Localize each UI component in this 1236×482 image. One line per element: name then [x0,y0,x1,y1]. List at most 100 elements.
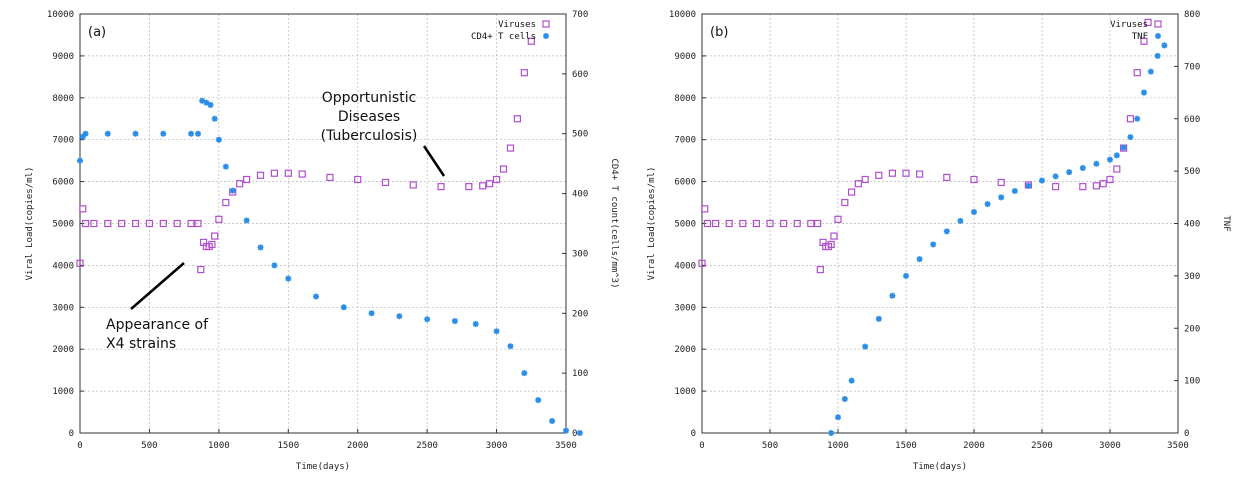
data-point-series2 [903,272,909,279]
data-point-series2 [1039,177,1045,184]
data-point-viruses [1140,37,1148,45]
data-point-viruses [298,170,306,178]
y-tick-label: 7000 [674,136,696,146]
y-tick-label: 1000 [674,387,696,397]
data-point-viruses [187,219,195,228]
data-point-series2 [104,130,111,137]
legend-label: CD4+ T cells [471,32,536,42]
data-point-series2 [313,293,320,300]
y-tick-label: 2000 [674,345,696,355]
y2-tick-label: 0 [1184,429,1189,439]
data-point-series2 [82,130,89,137]
x-axis-label: Time(days) [296,462,350,472]
legend-marker [542,20,550,28]
data-point-series2 [862,343,869,350]
x-tick-label: 2500 [416,441,438,451]
data-point-series2 [1120,144,1127,151]
panel-label: (b) [710,25,728,40]
data-point-series2 [203,99,210,106]
data-point-series2 [1127,134,1134,141]
x-tick-label: 3500 [555,441,577,451]
data-point-viruses [354,175,362,184]
data-point-series2 [493,328,500,335]
data-point-viruses [243,175,251,184]
x-tick-label: 3000 [486,441,508,451]
x-tick-label: 0 [77,441,82,451]
annotation-arrow-x4 [130,262,185,310]
data-point-series2 [199,97,206,104]
data-point-series2 [451,318,458,325]
data-point-series2 [943,228,950,235]
data-point-viruses [215,215,223,223]
y-axis-label: Viral Load(copies/ml) [25,167,35,281]
data-point-series2 [1011,188,1018,195]
data-point-viruses [1144,18,1152,26]
y-tick-label: 9000 [674,52,696,62]
data-point-series2 [257,244,264,251]
y-tick-label: 10000 [669,10,696,20]
data-point-viruses [381,178,390,187]
x-tick-label: 3000 [1099,441,1121,451]
y-tick-label: 7000 [52,136,74,146]
data-point-viruses [915,170,924,178]
data-point-viruses [211,232,219,240]
data-point-series2 [207,101,214,108]
data-point-viruses [1092,182,1101,190]
annotation-x4: X4 strains [106,336,176,352]
y-tick-label: 0 [691,429,696,439]
data-point-series2 [79,133,86,140]
data-point-series2 [396,313,403,320]
data-point-viruses [173,219,181,228]
data-point-series2 [1134,115,1141,122]
x-tick-label: 2000 [963,441,985,451]
x-tick-label: 2000 [347,441,369,451]
data-point-viruses [1106,175,1114,184]
data-point-series2 [132,130,139,137]
data-point-series2 [521,370,528,377]
data-point-viruses [725,219,733,228]
data-point-series2 [1052,173,1059,180]
data-point-series2 [215,136,222,143]
annotation-opportunistic: Opportunistic [322,90,417,106]
data-point-viruses [1133,69,1141,77]
data-point-viruses [479,182,487,190]
data-point-viruses [847,188,856,196]
data-point-viruses [813,219,822,228]
data-point-series2 [368,310,375,317]
data-point-viruses [902,169,910,177]
x-axis-label: Time(days) [913,462,967,472]
y2-axis-label: CD4+ T count(cells/mm^3) [609,158,619,288]
data-point-viruses [465,183,473,191]
data-point-viruses [1079,183,1087,191]
y2-tick-label: 100 [572,369,588,379]
legend-label: TNF [1132,32,1148,42]
y2-tick-label: 500 [572,130,588,140]
data-point-series2 [875,315,882,322]
data-point-viruses [997,178,1005,187]
data-point-viruses [816,265,824,274]
data-point-series2 [271,262,278,269]
data-point-viruses [197,265,205,274]
data-point-series2 [1161,42,1168,49]
data-point-viruses [284,169,292,177]
x-tick-label: 0 [699,441,704,451]
y2-tick-label: 100 [1184,377,1200,387]
y-tick-label: 10000 [47,10,74,20]
x-tick-label: 1500 [277,441,299,451]
data-point-series2 [1141,89,1147,96]
chart-a: 0100020003000400050006000700080009000100… [25,10,619,472]
panel-label: (a) [88,25,106,40]
legend-marker [1155,33,1161,39]
y-tick-label: 4000 [52,261,74,271]
y-tick-label: 5000 [52,220,74,230]
data-point-series2 [1154,52,1161,59]
data-point-viruses [793,219,801,228]
data-point-viruses [145,219,154,228]
data-point-viruses [841,198,849,207]
annotation-opportunistic: Diseases [338,109,400,125]
data-point-series2 [424,316,431,323]
data-point-series2 [998,194,1005,201]
y-tick-label: 4000 [674,261,696,271]
data-point-series2 [1079,164,1086,171]
